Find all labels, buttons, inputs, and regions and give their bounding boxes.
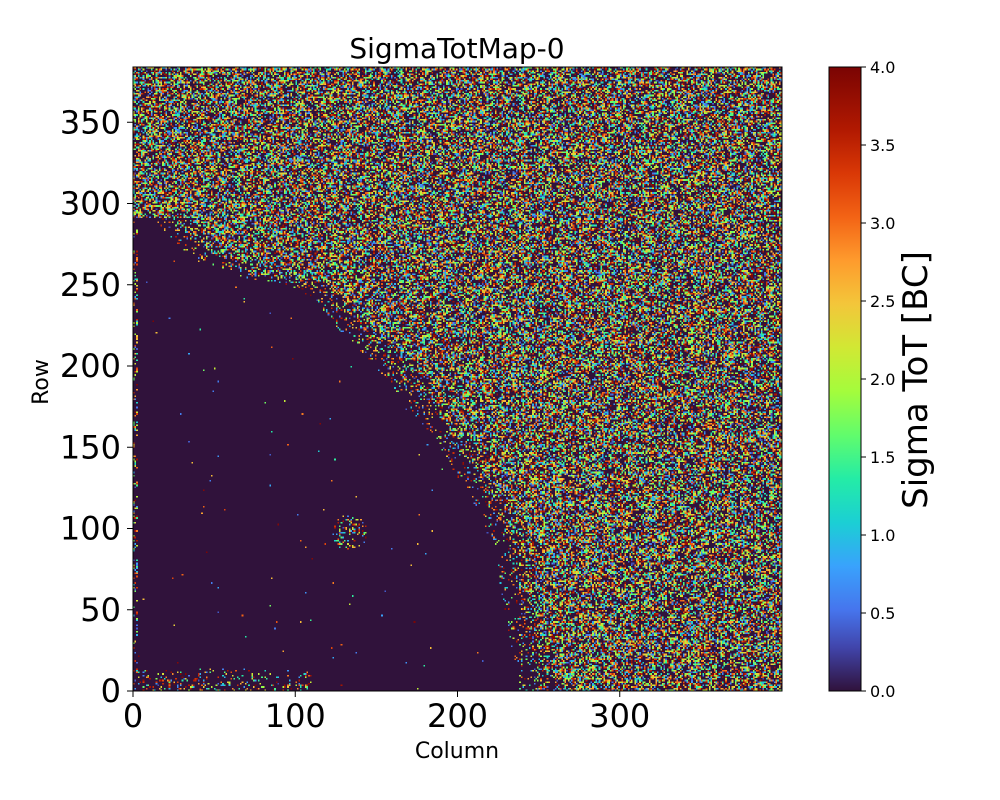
x-tick-label: 200 [427, 697, 488, 735]
x-tick-label: 300 [589, 697, 650, 735]
colorbar-tick-label: 0.0 [870, 682, 895, 701]
colorbar-tick-label: 2.0 [870, 370, 895, 389]
x-axis-label: Column [415, 739, 499, 764]
y-axis: 0 50 100 150 200 250 300 350 [60, 103, 133, 710]
colorbar-tick-label: 4.0 [870, 58, 895, 77]
x-tick-label: 100 [265, 697, 326, 735]
heatmap-canvas [133, 67, 782, 691]
y-tick-label: 50 [80, 591, 121, 629]
y-tick-label: 350 [60, 103, 121, 141]
colorbar-label: Sigma ToT [BC] [896, 251, 936, 509]
x-tick-label: 0 [123, 697, 143, 735]
colorbar-tick-label: 3.0 [870, 214, 895, 233]
y-tick-label: 150 [60, 428, 121, 466]
y-tick-label: 200 [60, 347, 121, 385]
colorbar-tick-label: 3.5 [870, 136, 895, 155]
y-tick-label: 300 [60, 185, 121, 223]
colorbar-tick-label: 1.0 [870, 526, 895, 545]
colorbar-tick-label: 0.5 [870, 604, 895, 623]
colorbar-ticks: 0.0 0.5 1.0 1.5 2.0 2.5 3.0 3.5 4.0 [861, 58, 895, 701]
colorbar-tick-label: 2.5 [870, 292, 895, 311]
y-axis-label: Row [29, 359, 54, 405]
y-tick-label: 100 [60, 510, 121, 548]
y-tick-label: 0 [101, 672, 121, 710]
colorbar [828, 66, 862, 692]
x-axis: 0 100 200 300 [123, 691, 650, 735]
chart-title: SigmaTotMap-0 [349, 32, 564, 65]
y-tick-label: 250 [60, 266, 121, 304]
colorbar-tick-label: 1.5 [870, 448, 895, 467]
